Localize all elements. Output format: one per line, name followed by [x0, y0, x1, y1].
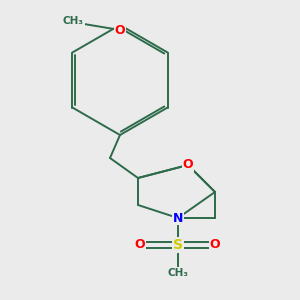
Text: S: S — [173, 238, 183, 252]
Text: O: O — [135, 238, 145, 251]
Text: N: N — [173, 212, 183, 224]
Text: O: O — [115, 23, 125, 37]
Text: CH₃: CH₃ — [167, 268, 188, 278]
Text: O: O — [210, 238, 220, 251]
Text: CH₃: CH₃ — [63, 16, 84, 26]
Text: O: O — [183, 158, 193, 172]
